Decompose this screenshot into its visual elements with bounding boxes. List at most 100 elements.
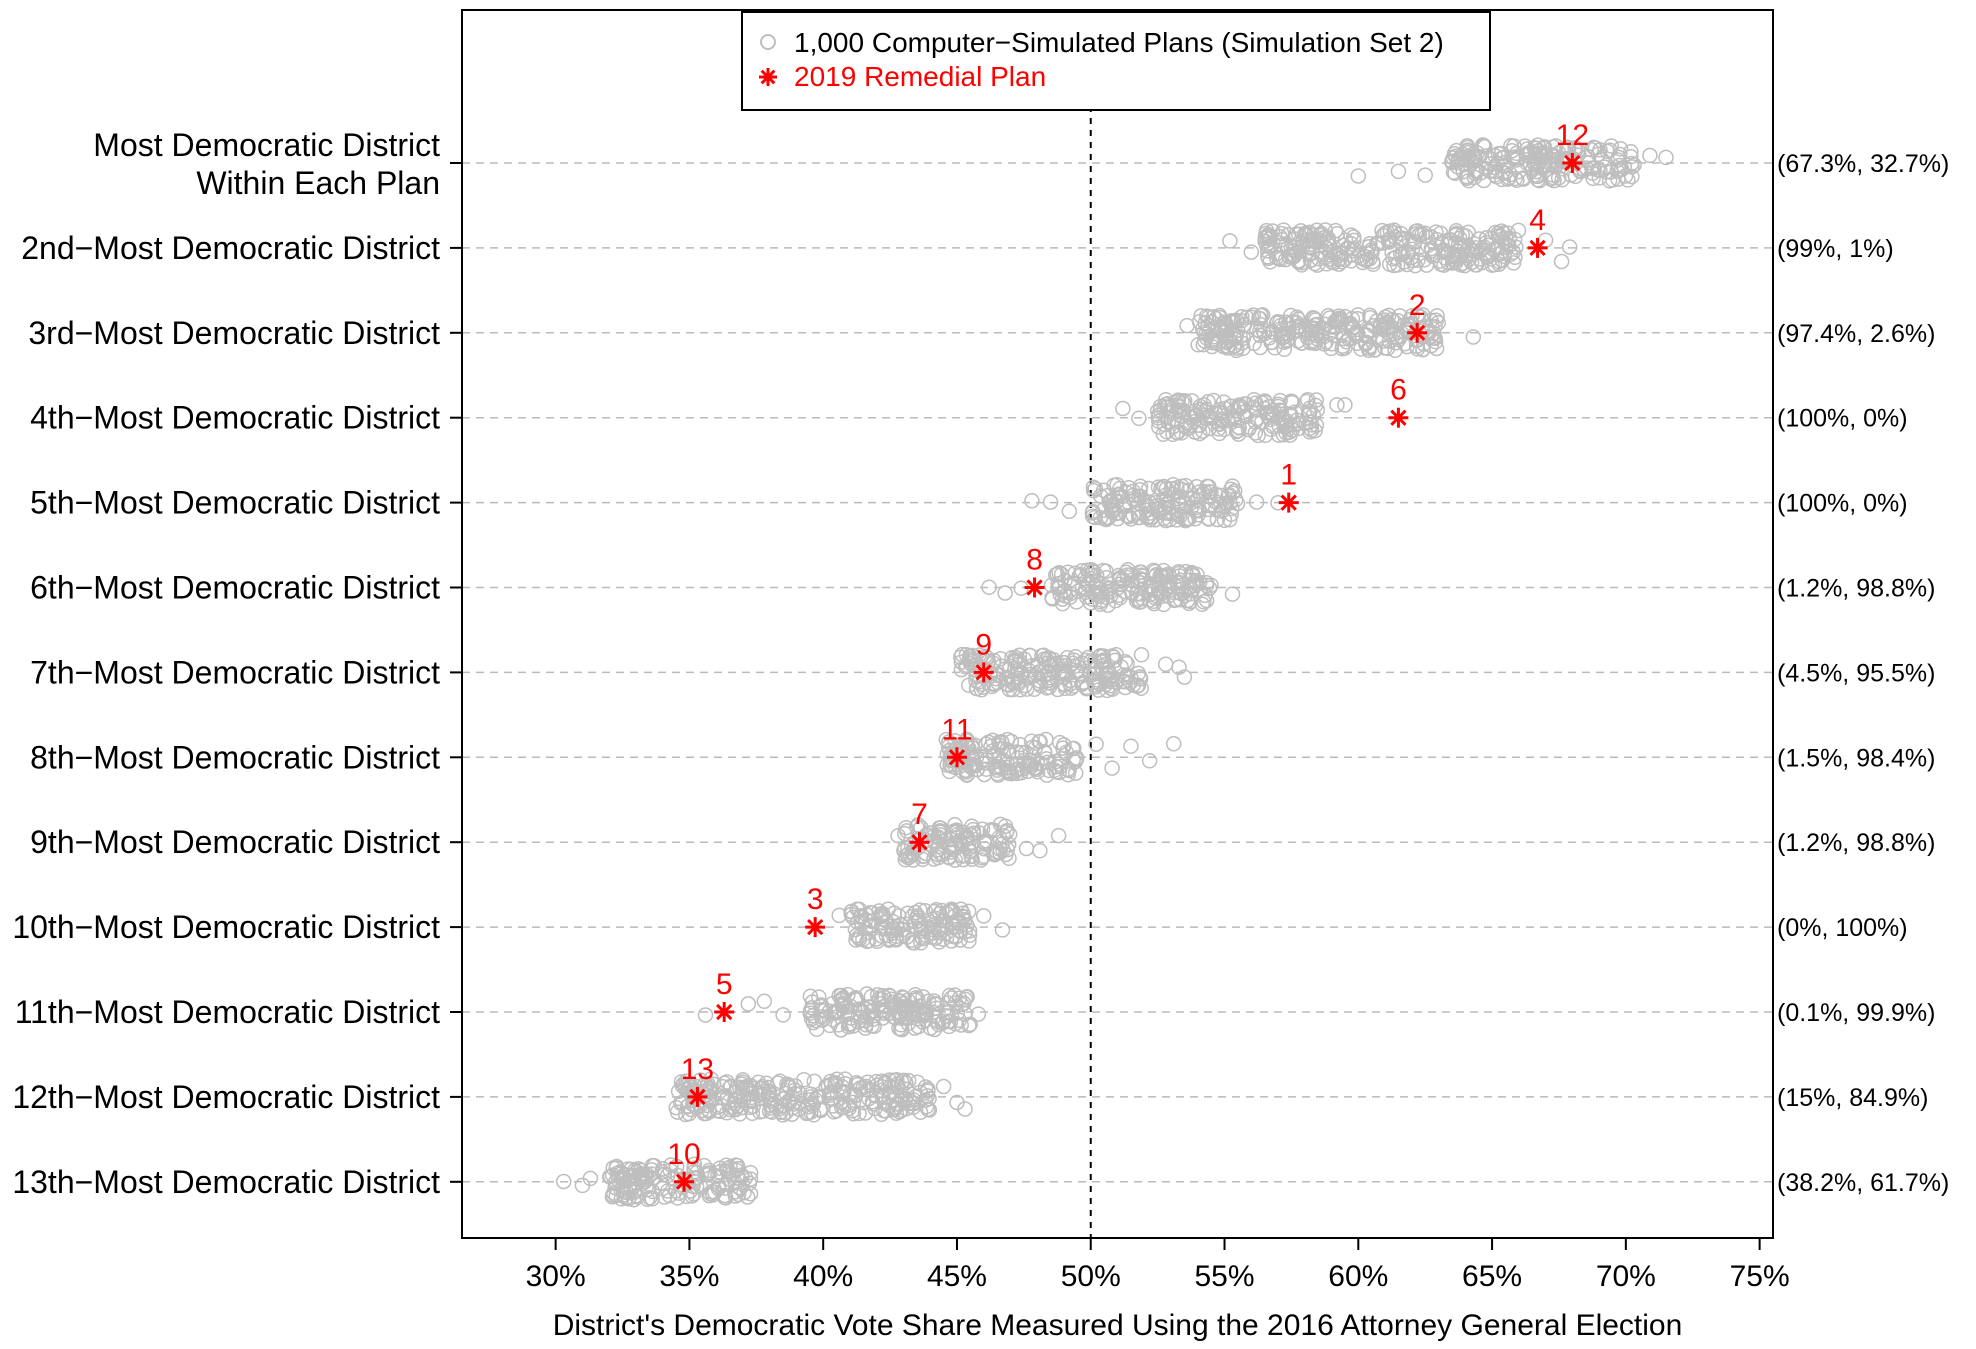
simulated-point (1502, 166, 1519, 183)
simulated-point (994, 922, 1011, 938)
simulated-point (1023, 733, 1040, 749)
simulated-point (828, 1003, 845, 1019)
simulated-point (831, 907, 847, 924)
simulated-point (1658, 149, 1674, 166)
simulated-point (615, 1172, 632, 1188)
simulated-point (1048, 567, 1064, 583)
simulated-point (1490, 146, 1507, 162)
simulated-point (920, 1083, 936, 1099)
simulated-point (1052, 734, 1068, 751)
simulated-point (947, 1015, 964, 1032)
legend-asterisk-marker (759, 68, 777, 86)
simulated-point (1259, 405, 1276, 422)
simulated-point (1115, 400, 1131, 417)
percent-label: (0.1%, 99.9%) (1777, 999, 1935, 1027)
district-label: 10 (667, 1138, 700, 1171)
simulated-point (679, 1188, 695, 1205)
simulated-point (1374, 222, 1390, 239)
simulated-point (1474, 241, 1490, 257)
simulated-point (719, 1163, 735, 1179)
x-tick-label: 40% (793, 1260, 853, 1293)
simulated-point (1162, 582, 1178, 598)
simulated-point (1289, 309, 1305, 326)
simulated-point (975, 908, 992, 924)
simulated-point (1009, 756, 1025, 773)
simulated-point (1392, 308, 1408, 324)
simulated-point (848, 1075, 865, 1091)
simulated-point (1337, 308, 1353, 325)
simulated-point (1543, 171, 1559, 187)
simulated-row-3 (1179, 307, 1482, 359)
simulated-point (660, 1183, 676, 1199)
simulated-point (1122, 674, 1139, 691)
simulated-point (697, 1007, 714, 1023)
simulated-point (719, 1090, 735, 1106)
simulated-point (950, 916, 967, 932)
simulated-point (923, 825, 939, 842)
simulated-point (874, 1087, 891, 1104)
simulated-point (945, 823, 961, 840)
simulated-point (1399, 256, 1415, 273)
percent-label: (1.2%, 98.8%) (1777, 575, 1935, 603)
simulated-point (953, 901, 969, 918)
simulated-point (1115, 673, 1131, 690)
simulated-point (1226, 483, 1243, 499)
simulated-point (1484, 257, 1500, 273)
simulated-point (764, 1104, 780, 1120)
simulated-point (1195, 423, 1211, 439)
simulated-point (1021, 647, 1038, 664)
row-label: 3rd−Most Democratic District (28, 315, 440, 351)
simulated-point (1611, 161, 1627, 177)
simulated-point (938, 905, 954, 921)
simulated-row-11 (697, 986, 987, 1038)
x-tick-label: 70% (1596, 1260, 1656, 1293)
simulated-point (964, 647, 980, 664)
percent-label: (67.3%, 32.7%) (1777, 150, 1949, 178)
simulated-point (1222, 233, 1238, 249)
simulated-point (1531, 146, 1547, 162)
simulated-row-9 (890, 816, 1067, 868)
simulated-point (1119, 569, 1136, 586)
simulated-point (925, 919, 942, 935)
simulated-point (1209, 511, 1226, 528)
simulated-point (1138, 502, 1155, 519)
simulated-point (961, 933, 977, 949)
simulated-point (1494, 231, 1511, 247)
percent-label: (0%, 100%) (1777, 914, 1908, 942)
simulated-point (1157, 396, 1174, 413)
simulated-point (742, 1171, 759, 1187)
row-label: 9th−Most Democratic District (30, 824, 440, 860)
simulated-point (1071, 568, 1088, 584)
simulated-point (983, 738, 999, 755)
simulated-point (1249, 410, 1265, 427)
remedial-point-district-6 (1388, 407, 1409, 428)
simulated-point (1233, 399, 1249, 415)
remedial-point-district-3 (805, 917, 826, 938)
simulated-row-10 (831, 901, 1011, 951)
simulated-point (1246, 391, 1262, 408)
simulated-point (679, 1099, 696, 1115)
simulated-point (782, 1093, 798, 1110)
simulated-point (1213, 321, 1229, 338)
simulated-point (1487, 147, 1503, 164)
district-label: 6 (1390, 374, 1407, 407)
simulated-point (1375, 227, 1391, 244)
simulated-point (1171, 404, 1188, 420)
simulated-point (985, 675, 1002, 692)
simulated-point (1259, 228, 1275, 244)
simulated-point (1555, 142, 1572, 158)
simulated-point (1231, 400, 1248, 417)
simulated-point (1191, 503, 1207, 519)
simulated-point (1051, 564, 1067, 581)
simulated-point (951, 1012, 968, 1029)
simulated-point (895, 921, 911, 938)
simulated-point (1505, 255, 1522, 271)
simulated-point (1169, 479, 1185, 496)
simulated-point (915, 989, 931, 1005)
row-label: 10th−Most Democratic District (12, 909, 440, 945)
x-tick-label: 35% (659, 1260, 719, 1293)
simulated-point (986, 847, 1003, 863)
simulated-point (1278, 333, 1295, 349)
simulated-point (716, 1075, 733, 1092)
simulated-point (1178, 495, 1194, 512)
